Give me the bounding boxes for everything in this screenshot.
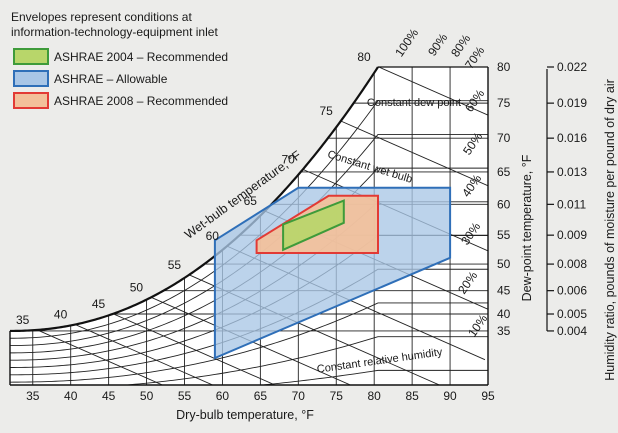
wetbulb-gridline (37, 329, 296, 385)
wetbulb-tick-label: 75 (319, 104, 333, 118)
humidity-ratio-tick-label: 0.004 (557, 324, 587, 338)
humidity-ratio-tick-label: 0.022 (557, 60, 587, 74)
legend-swatch (13, 92, 49, 109)
x-tick-label: 90 (443, 389, 457, 403)
rh-curve (10, 302, 488, 383)
humidity-ratio-axis-label: Humidity ratio, pounds of moisture per p… (603, 79, 617, 381)
x-tick-label: 75 (330, 389, 344, 403)
dewpoint-tick-label: 65 (497, 165, 511, 179)
x-tick-label: 50 (140, 389, 154, 403)
chart-note-line: Envelopes represent conditions at (11, 10, 192, 24)
x-axis-label: Dry-bulb temperature, °F (176, 408, 314, 422)
x-tick-label: 40 (64, 389, 78, 403)
x-tick-label: 60 (216, 389, 230, 403)
wetbulb-tick-label: 80 (357, 50, 371, 64)
humidity-ratio-tick-label: 0.006 (557, 284, 587, 298)
wetbulb-gridline (75, 324, 334, 385)
humidity-ratio-tick-label: 0.005 (557, 307, 587, 321)
dewpoint-tick-label: 50 (497, 257, 511, 271)
dewpoint-tick-label: 70 (497, 131, 511, 145)
x-tick-label: 45 (102, 389, 116, 403)
wetbulb-tick-label: 55 (168, 258, 182, 272)
wetbulb-tick-label: 60 (206, 229, 220, 243)
x-tick-label: 55 (178, 389, 192, 403)
annotation-dew-point: Constant dew point (367, 97, 461, 109)
dewpoint-tick-label: 35 (497, 324, 511, 338)
x-tick-label: 85 (405, 389, 419, 403)
wetbulb-gridline (150, 296, 410, 385)
rh-curve (10, 369, 488, 385)
rh-curve (10, 336, 488, 385)
wetbulb-tick-label: 70 (282, 152, 296, 166)
wetbulb-tick-label: 50 (130, 280, 144, 294)
saturation-curve (10, 66, 379, 333)
dewpoint-axis-label: Dew-point temperature, °F (520, 154, 534, 301)
humidity-ratio-tick-label: 0.016 (557, 131, 587, 145)
legend-entry-label: ASHRAE 2008 – Recommended (54, 94, 228, 108)
x-tick-label: 70 (292, 389, 306, 403)
legend-swatch (13, 48, 49, 65)
rh-tick-label: 90% (425, 31, 450, 59)
wetbulb-tick-label: 45 (92, 297, 106, 311)
wetbulb-gridline (340, 120, 488, 235)
envelope-rec2004 (282, 199, 345, 252)
dewpoint-tick-label: 55 (497, 228, 511, 242)
dewpoint-tick-label: 60 (497, 197, 511, 211)
wetbulb-tick-label: 65 (244, 194, 258, 208)
humidity-ratio-tick-label: 0.011 (557, 197, 586, 211)
dewpoint-tick-label: 40 (497, 307, 511, 321)
wetbulb-gridline (378, 67, 488, 181)
humidity-ratio-tick-label: 0.013 (557, 165, 587, 179)
wetbulb-tick-label: 40 (54, 308, 68, 322)
humidity-ratio-tick-label: 0.009 (557, 228, 587, 242)
dewpoint-tick-label: 80 (497, 60, 511, 74)
wetbulb-gridline (113, 313, 372, 385)
legend-entry-label: ASHRAE – Allowable (54, 72, 168, 86)
x-tick-label: 95 (481, 389, 495, 403)
humidity-ratio-tick-label: 0.008 (557, 257, 587, 271)
x-tick-label: 35 (26, 389, 40, 403)
legend-entry-label: ASHRAE 2004 – Recommended (54, 50, 228, 64)
wetbulb-tick-label: 35 (16, 313, 30, 327)
dewpoint-tick-label: 75 (497, 96, 511, 110)
rh-tick-label: 100% (392, 26, 421, 59)
x-tick-label: 80 (368, 389, 382, 403)
x-tick-label: 65 (254, 389, 268, 403)
chart-note-line: information-technology-equipment inlet (11, 25, 218, 39)
legend-swatch (13, 70, 49, 87)
humidity-ratio-tick-label: 0.019 (557, 96, 587, 110)
dewpoint-tick-label: 45 (497, 284, 511, 298)
